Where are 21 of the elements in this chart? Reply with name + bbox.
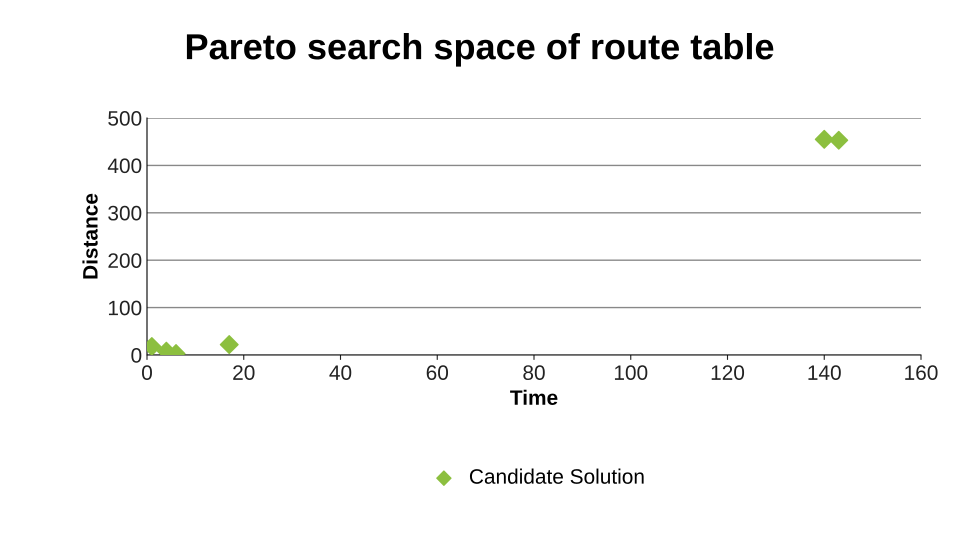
point bbox=[829, 130, 848, 150]
x-tick-label: 120 bbox=[712, 365, 744, 380]
y-axis-title: Distance bbox=[82, 194, 98, 279]
legend-label: Candidate Solution bbox=[470, 468, 644, 484]
x-tick-label: 40 bbox=[329, 365, 352, 380]
x-tick-label: 160 bbox=[905, 365, 938, 380]
x-tick-label: 20 bbox=[233, 365, 255, 380]
chart-title: Pareto search space of route table bbox=[186, 33, 774, 67]
x-tick-label: 60 bbox=[426, 365, 448, 380]
y-tick-label: 300 bbox=[108, 206, 142, 221]
y-tick-label: 400 bbox=[108, 158, 142, 174]
point bbox=[814, 130, 834, 149]
y-tick-label: 0 bbox=[131, 348, 142, 363]
x-tick-label: 80 bbox=[523, 365, 545, 380]
x-tick-label: 140 bbox=[808, 365, 841, 380]
x-tick-label: 0 bbox=[142, 365, 152, 380]
x-axis-title: Time bbox=[510, 390, 558, 405]
y-tick-label: 500 bbox=[108, 111, 142, 126]
x-tick-label: 100 bbox=[614, 365, 648, 380]
y-tick-label: 200 bbox=[108, 253, 142, 268]
y-tick-label: 100 bbox=[108, 300, 142, 316]
